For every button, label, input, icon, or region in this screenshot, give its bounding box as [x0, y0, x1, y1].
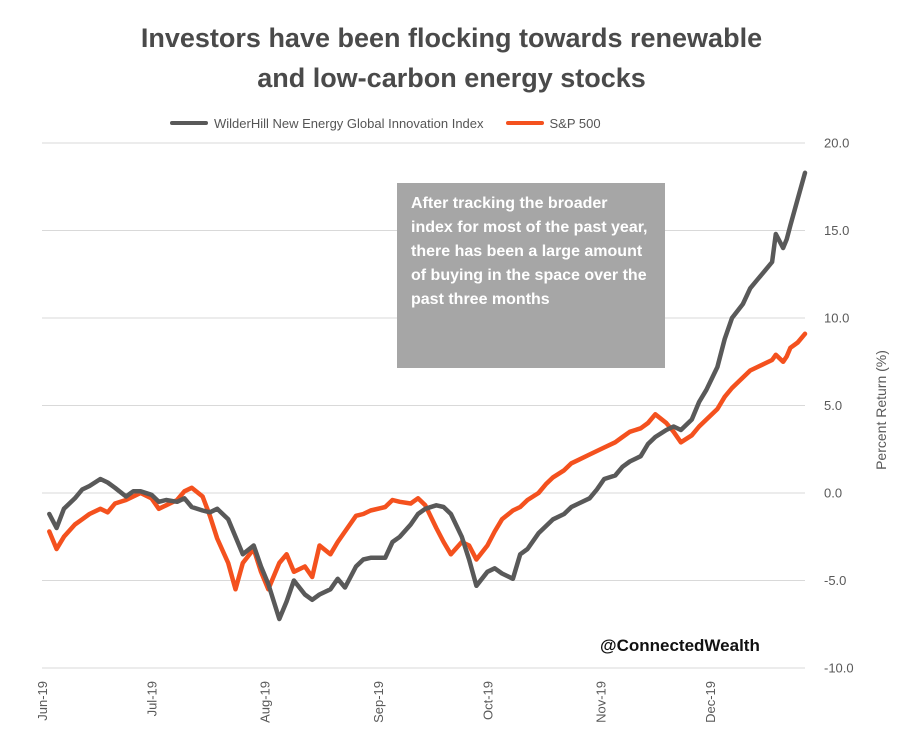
series-line-sp500: [47, 331, 808, 592]
y-axis-title-text: Percent Return (%): [873, 350, 889, 470]
chart-title: Investors have been flocking towards ren…: [0, 18, 903, 98]
x-tick-label: Jun-19: [35, 681, 50, 721]
legend-item-sp500: S&P 500: [505, 115, 601, 131]
series-line-wilderhill: [47, 170, 808, 622]
x-tick-label: Oct-19: [480, 681, 495, 720]
y-tick-label: 0.0: [824, 486, 842, 501]
y-tick-label: 5.0: [824, 398, 842, 413]
x-tick-label: Dec-19: [703, 681, 718, 723]
chart-title-line-2: and low-carbon energy stocks: [257, 63, 646, 93]
y-tick-label: 15.0: [824, 223, 849, 238]
legend-swatch-sp500: [505, 121, 544, 125]
annotation-callout: After tracking the broader index for mos…: [397, 183, 665, 368]
y-tick-label: 20.0: [824, 136, 849, 151]
legend-swatch-wilderhill: [170, 121, 208, 125]
chart-title-line-1: Investors have been flocking towards ren…: [140, 23, 763, 53]
legend-label-sp500: S&P 500: [549, 115, 601, 131]
chart-legend: WilderHill New Energy Global Innovation …: [170, 113, 623, 133]
legend-label-wilderhill: WilderHill New Energy Global Innovation …: [214, 115, 484, 131]
x-tick-label: Sep-19: [371, 681, 386, 723]
legend-item-wilderhill: WilderHill New Energy Global Innovation …: [170, 116, 484, 131]
y-tick-label: -5.0: [824, 573, 846, 588]
watermark-handle: @ConnectedWealth: [600, 636, 760, 655]
annotation-text: After tracking the broader index for mos…: [411, 195, 648, 308]
x-tick-label: Aug-19: [258, 681, 273, 723]
y-tick-label: -10.0: [824, 661, 854, 676]
x-tick-label: Nov-19: [594, 681, 609, 723]
y-tick-label: 10.0: [824, 311, 849, 326]
x-tick-label: Jul-19: [145, 681, 160, 716]
